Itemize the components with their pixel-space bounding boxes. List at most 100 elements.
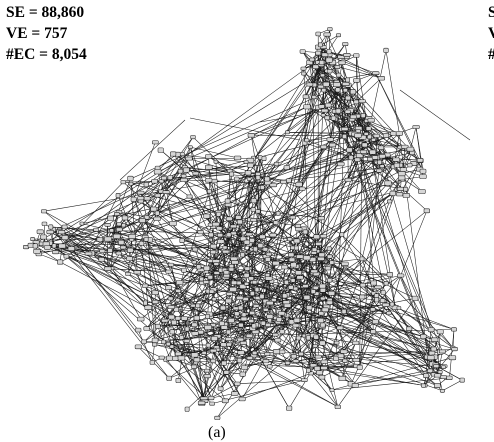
graph-node [205, 165, 212, 169]
graph-node [439, 350, 445, 353]
graph-node [441, 375, 447, 378]
graph-node [324, 33, 331, 36]
graph-node [354, 54, 360, 58]
graph-node [118, 240, 124, 244]
graph-node [360, 257, 364, 261]
graph-node [346, 78, 350, 82]
graph-node [47, 230, 54, 234]
graph-node [231, 232, 237, 235]
graph-node [318, 217, 324, 220]
graph-node [34, 249, 41, 253]
graph-node [228, 318, 234, 322]
graph-edge [442, 380, 462, 391]
graph-node [345, 110, 350, 113]
graph-node [229, 172, 234, 176]
graph-node [320, 323, 325, 327]
graph-node [255, 287, 259, 291]
graph-node [59, 230, 65, 234]
graph-node [342, 127, 349, 130]
graph-node [129, 182, 133, 185]
graph-node [240, 372, 246, 376]
graph-node [204, 369, 209, 372]
graph-node [342, 82, 349, 85]
graph-node [211, 359, 216, 363]
graph-node [419, 189, 426, 193]
graph-node [126, 272, 131, 275]
graph-node [250, 311, 255, 314]
graph-node [169, 315, 175, 319]
graph-edge [138, 347, 161, 358]
graph-node [249, 319, 254, 322]
graph-node [327, 278, 332, 282]
graph-node [193, 172, 199, 175]
graph-node [169, 221, 176, 225]
graph-node [196, 304, 200, 308]
graph-node [241, 253, 245, 257]
graph-node [226, 343, 231, 346]
graph-node [408, 163, 412, 167]
graph-node [340, 233, 344, 237]
graph-node [154, 170, 161, 175]
graph-node [252, 351, 257, 355]
graph-node [222, 361, 227, 365]
graph-node [384, 281, 388, 285]
graph-edge [392, 276, 401, 305]
graph-node [250, 291, 254, 295]
graph-node [256, 210, 261, 214]
graph-node [451, 328, 456, 331]
graph-node [260, 294, 264, 299]
graph-node [359, 295, 365, 299]
graph-node [192, 365, 197, 369]
graph-node [252, 324, 256, 328]
graph-node [368, 118, 375, 122]
graph-node [210, 349, 217, 352]
graph-node [370, 150, 376, 154]
graph-node [314, 335, 319, 339]
graph-node [251, 208, 256, 212]
graph-node [80, 222, 84, 225]
graph-node [378, 76, 385, 80]
graph-node [191, 353, 198, 357]
graph-node [349, 156, 353, 160]
graph-node [244, 240, 250, 244]
graph-node [306, 336, 310, 340]
graph-node [327, 301, 333, 304]
graph-node [220, 306, 226, 310]
graph-node [276, 211, 280, 215]
graph-node [158, 148, 163, 153]
graph-node [192, 323, 198, 327]
graph-node [191, 135, 196, 138]
graph-node [202, 351, 206, 354]
graph-node [384, 48, 389, 52]
graph-node [252, 280, 257, 284]
graph-node [274, 162, 279, 165]
graph-node [180, 238, 185, 242]
graph-node [225, 199, 230, 203]
graph-node [131, 197, 136, 201]
graph-node [191, 304, 196, 307]
graph-node [357, 365, 362, 369]
graph-node [371, 281, 377, 285]
graph-node [265, 352, 270, 355]
graph-node [307, 83, 313, 86]
graph-node [245, 267, 250, 271]
graph-node [320, 235, 326, 238]
graph-node [303, 230, 308, 234]
graph-node [137, 317, 144, 321]
graph-node [284, 280, 288, 284]
graph-node [327, 138, 333, 142]
graph-node [180, 153, 185, 156]
graph-node [393, 158, 400, 162]
graph-node [343, 42, 349, 45]
graph-node [248, 133, 255, 137]
graph-node [210, 250, 216, 254]
graph-node [249, 277, 254, 281]
graph-node [428, 356, 435, 360]
graph-node [166, 270, 172, 273]
graph-node [127, 248, 133, 252]
graph-node [224, 274, 230, 277]
graph-node [290, 216, 296, 219]
graph-node [187, 195, 192, 198]
graph-edge [400, 90, 470, 140]
graph-node [33, 244, 38, 248]
